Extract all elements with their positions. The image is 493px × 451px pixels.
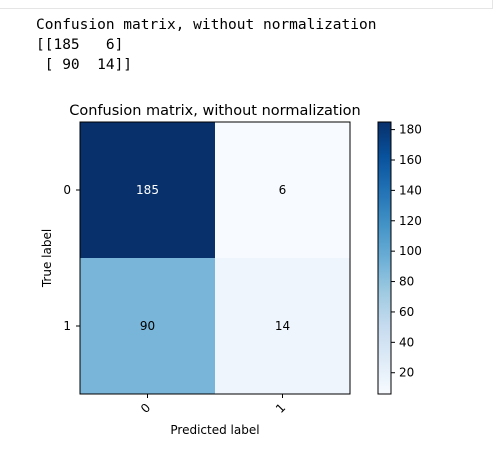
cell-value-label: 185	[136, 183, 159, 197]
x-axis-label: Predicted label	[170, 423, 259, 437]
heatmap-cells	[80, 122, 350, 394]
heatmap-cell	[215, 258, 350, 394]
output-line-row-1: [ 90 14]]	[36, 57, 133, 73]
heatmap-cell	[80, 122, 215, 258]
output-line-row-0: [[185 6]	[36, 37, 124, 53]
y-axis-label: True label	[40, 229, 54, 288]
heatmap-cell	[80, 258, 215, 394]
colorbar-tick-label: 100	[399, 244, 422, 258]
colorbar-tick-label: 140	[399, 183, 422, 197]
y-tick-label: 1	[63, 319, 71, 333]
colorbar-tick-label: 20	[399, 366, 414, 380]
x-tick-label: 1	[273, 401, 288, 416]
y-axis-ticks: 01	[63, 183, 80, 333]
cell-value-label: 14	[275, 319, 290, 333]
x-tick-label: 0	[138, 401, 153, 416]
cell-value-label: 6	[279, 183, 287, 197]
cell-value-label: 90	[140, 319, 155, 333]
colorbar-tick-label: 60	[399, 305, 414, 319]
heatmap-cell	[215, 122, 350, 258]
heatmap-value-labels: 185 6 90 14	[136, 183, 290, 333]
cell-output-text: Confusion matrix, without normalization …	[36, 15, 376, 75]
colorbar-tick-label: 180	[399, 123, 422, 137]
chart-title: Confusion matrix, without normalization	[69, 103, 360, 119]
y-tick-label: 0	[63, 183, 71, 197]
colorbar-tick-label: 40	[399, 335, 414, 349]
colorbar-tick-label: 80	[399, 275, 414, 289]
colorbar	[377, 121, 392, 395]
colorbar-tick-label: 160	[399, 153, 422, 167]
colorbar-ticks: 20 40 60 80 100 120 140 160 180	[391, 123, 422, 380]
plot-frame	[79, 121, 351, 395]
output-line-title: Confusion matrix, without normalization	[36, 17, 377, 33]
colorbar-tick-label: 120	[399, 214, 422, 228]
